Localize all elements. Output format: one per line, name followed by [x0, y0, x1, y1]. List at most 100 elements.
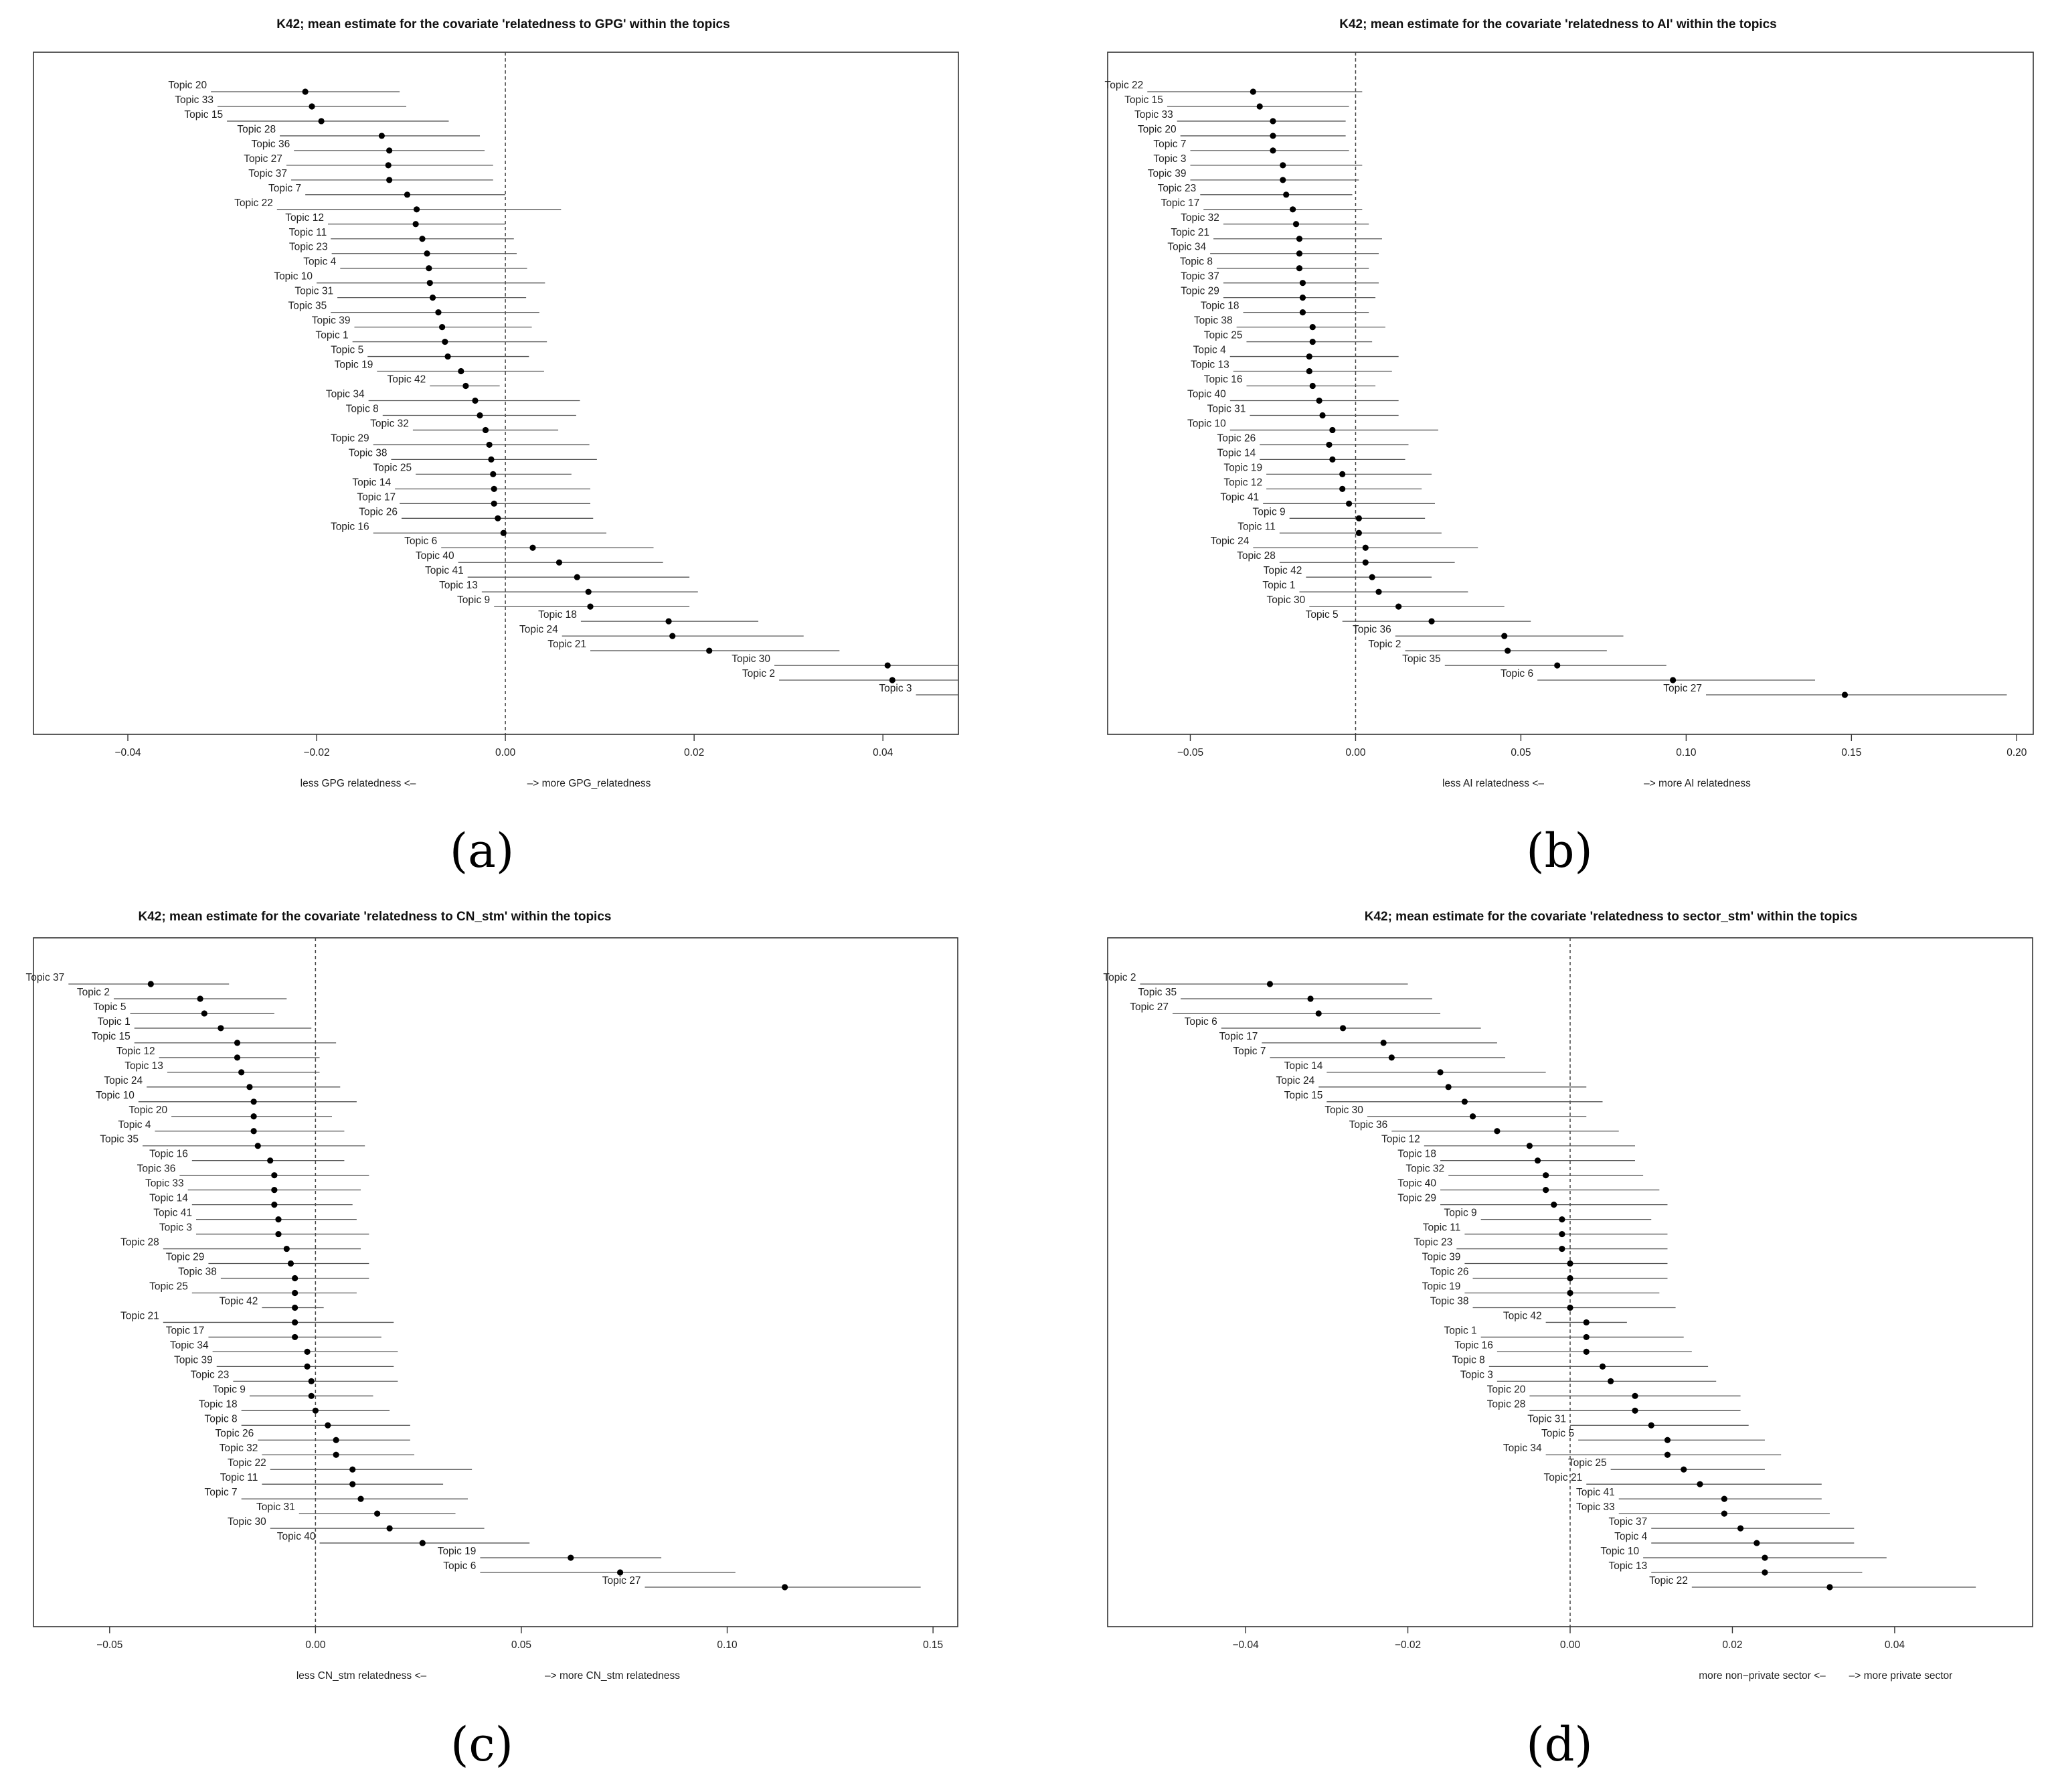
- chart-c-point: [308, 1392, 315, 1399]
- caption-d: (d): [1526, 1717, 1593, 1772]
- chart-b-title: K42; mean estimate for the covariate 're…: [1339, 17, 1776, 31]
- chart-c-topic-label: Topic 41: [153, 1208, 192, 1219]
- chart-c-topic-label: Topic 19: [438, 1546, 477, 1557]
- chart-b-topic-label: Topic 8: [1180, 256, 1213, 268]
- chart-c-point: [616, 1569, 624, 1576]
- chart-d-point: [1648, 1422, 1654, 1429]
- chart-d-point: [1826, 1584, 1833, 1591]
- chart-b-plot-frame: [1107, 52, 2034, 735]
- chart-c-topic-label: Topic 38: [178, 1267, 217, 1278]
- chart-c-topic-label: Topic 40: [277, 1531, 316, 1542]
- chart-a-point: [412, 221, 419, 228]
- chart-c-plot: −0.05 0.00 0.05 0.10 0.15 Topic 37 Topic 2 Topi…: [26, 937, 958, 1651]
- chart-d-topic-label: Topic 14: [1284, 1060, 1323, 1072]
- chart-d-point: [1494, 1128, 1501, 1135]
- chart-b-point: [1369, 574, 1375, 580]
- chart-d-topic-label: Topic 36: [1349, 1119, 1388, 1131]
- chart-b-point: [1428, 618, 1435, 625]
- chart-c-point: [250, 1098, 257, 1105]
- chart-a-topic-label: Topic 32: [370, 418, 409, 429]
- chart-a-point: [386, 147, 393, 154]
- chart-d-topic-label: Topic 22: [1649, 1575, 1688, 1586]
- chart-d-xtick-label: 0.00: [1560, 1639, 1581, 1651]
- chart-a-topic-label: Topic 24: [519, 624, 558, 635]
- chart-a-topic-label: Topic 37: [248, 168, 287, 179]
- chart-d-point: [1266, 981, 1274, 987]
- chart-c-topic-label: Topic 20: [129, 1105, 167, 1116]
- chart-c-point: [304, 1363, 311, 1370]
- chart-d-topic-label: Topic 35: [1138, 987, 1177, 998]
- chart-d-topic-label: Topic 4: [1614, 1531, 1647, 1542]
- chart-b-topic-label: Topic 9: [1253, 506, 1286, 517]
- chart-c-topic-label: Topic 37: [26, 972, 65, 983]
- chart-d-topic-label: Topic 11: [1423, 1222, 1461, 1234]
- chart-b-topic-label: Topic 38: [1194, 315, 1233, 327]
- chart-d-topic-label: Topic 39: [1422, 1252, 1461, 1263]
- chart-a-xlabel-right: –> more GPG_relatedness: [527, 778, 651, 789]
- chart-d-xlabel-left: more non−private sector <–: [1699, 1670, 1826, 1682]
- chart-d-point: [1737, 1525, 1744, 1532]
- chart-c-topic-label: Topic 3: [159, 1222, 192, 1234]
- chart-a-topic-label: Topic 13: [439, 580, 478, 591]
- chart-a-topic-label: Topic 1: [316, 330, 349, 341]
- chart-a-point: [491, 485, 497, 492]
- chart-d-point: [1307, 995, 1314, 1002]
- chart-a-xtick-label: −0.02: [303, 747, 329, 758]
- chart-c-topic-label: Topic 31: [256, 1501, 295, 1513]
- chart-c-point: [292, 1319, 298, 1326]
- chart-a-point: [486, 441, 493, 449]
- chart-b-point: [1670, 677, 1677, 683]
- chart-a-xlabel-left: less GPG relatedness <–: [301, 778, 416, 789]
- chart-d-xtick-label: −0.04: [1232, 1639, 1259, 1651]
- chart-a-point: [424, 250, 430, 257]
- chart-c-point: [250, 1113, 257, 1120]
- chart-c-topic-label: Topic 8: [205, 1413, 238, 1424]
- chart-b-topic-label: Topic 40: [1187, 388, 1226, 400]
- chart-c-point: [325, 1422, 331, 1429]
- chart-a-point: [491, 500, 497, 507]
- chart-d-point: [1608, 1378, 1614, 1384]
- chart-d-point: [1583, 1333, 1590, 1341]
- chart-c-topic-label: Topic 22: [228, 1457, 266, 1469]
- chart-b-topic-label: Topic 30: [1267, 594, 1306, 606]
- chart-c-point: [283, 1245, 290, 1252]
- chart-c-topic-label: Topic 14: [149, 1193, 188, 1204]
- chart-b-point: [1306, 368, 1312, 375]
- chart-c-topic-label: Topic 2: [77, 987, 110, 998]
- chart-b-xtick-label: 0.05: [1511, 747, 1531, 758]
- chart-c-topic-label: Topic 21: [120, 1310, 159, 1321]
- chart-a-marks: [211, 88, 958, 696]
- chart-d-topic-label: Topic 40: [1397, 1178, 1436, 1190]
- chart-c-xtick-label: 0.05: [511, 1639, 531, 1651]
- chart-b-topic-label: Topic 17: [1161, 197, 1200, 209]
- chart-a-point: [426, 265, 432, 272]
- chart-b-topic-label: Topic 34: [1167, 242, 1206, 253]
- chart-a-point: [426, 280, 433, 287]
- chart-a-topic-label: Topic 34: [326, 388, 365, 400]
- chart-d-point: [1721, 1495, 1727, 1502]
- chart-d-topic-label: Topic 18: [1397, 1149, 1436, 1160]
- chart-b-xtick-label: −0.05: [1177, 747, 1203, 758]
- chart-b-point: [1250, 88, 1256, 95]
- chart-c-marks: [68, 981, 921, 1591]
- chart-d-point: [1543, 1187, 1549, 1194]
- chart-d-topic-label: Topic 7: [1233, 1046, 1266, 1057]
- chart-c-topic-label: Topic 6: [443, 1560, 476, 1572]
- chart-a-topic-label: Topic 41: [425, 565, 464, 576]
- chart-d-point: [1664, 1451, 1671, 1458]
- chart-a-topic-label: Topic 27: [244, 153, 282, 165]
- chart-d-point: [1559, 1216, 1565, 1223]
- chart-b-point: [1329, 456, 1336, 463]
- chart-b-point: [1309, 338, 1316, 345]
- chart-a-point: [529, 544, 536, 551]
- chart-d-topic-label: Topic 24: [1276, 1075, 1314, 1086]
- chart-c-point: [271, 1202, 278, 1208]
- chart-a-topic-label: Topic 42: [388, 374, 426, 386]
- chart-panel-a: K42; mean estimate for the covariate 're…: [0, 0, 1025, 896]
- chart-d-topic-label: Topic 12: [1381, 1134, 1420, 1145]
- chart-c-topic-label: Topic 13: [124, 1060, 163, 1072]
- chart-a-xtick-label: 0.00: [495, 747, 516, 758]
- chart-c-topic-label: Topic 32: [220, 1443, 258, 1454]
- chart-c-topic-label: Topic 23: [191, 1369, 230, 1380]
- chart-c-point: [267, 1157, 274, 1164]
